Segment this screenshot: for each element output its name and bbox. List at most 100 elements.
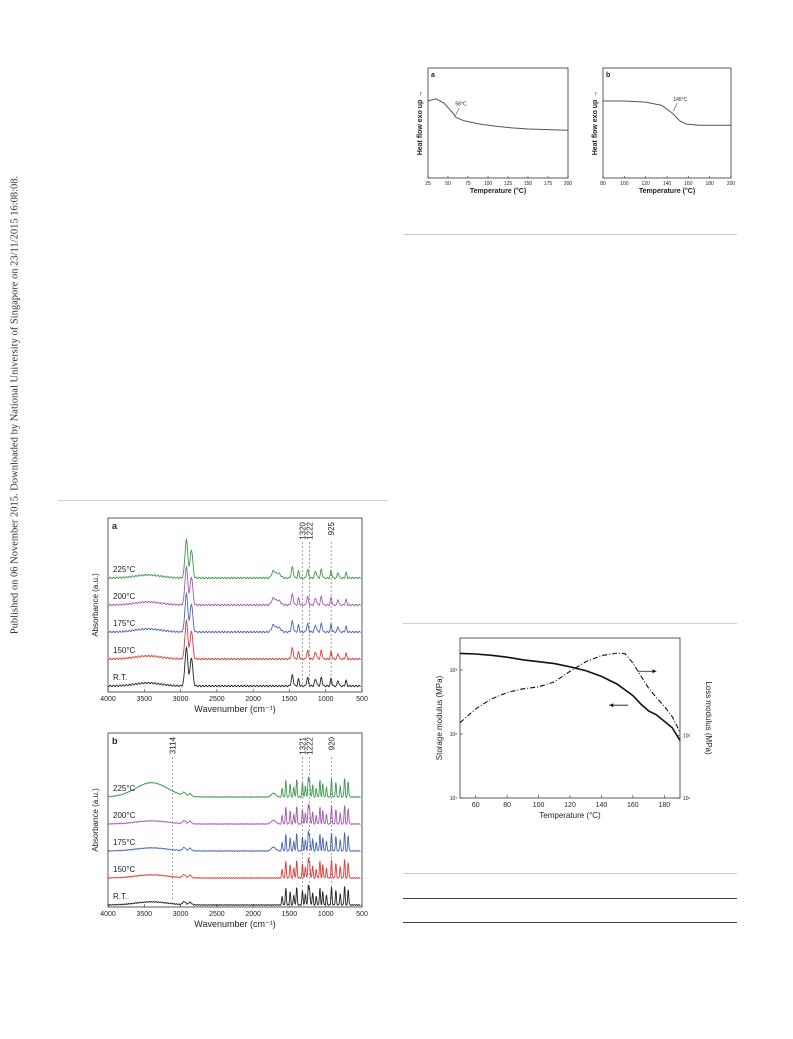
ftir-marker-label-b-2: 1222 [306,736,315,754]
ftir-xtick-label-b-7: 500 [356,911,368,918]
ftir-xtick-label-a-2: 3000 [173,696,189,703]
download-notice-sidebar: Published on 06 November 2015. Downloade… [0,0,30,1039]
ftir-xtick-label-b-4: 2000 [245,911,261,918]
ftir-marker-label-a-2: 925 [327,521,336,535]
ftir-frame-b [107,732,363,908]
ftir-xtick-label-b-5: 1500 [282,911,298,918]
dsc-curve-b [603,100,731,126]
dma-yleft-tick-label-0: 10¹ [450,796,458,802]
ftir-trace-label-a-2: 175°C [113,619,136,628]
dsc-figure: a 25 50 75 100 125 150 175 200 58°C Temperature (°… [417,67,736,195]
dma-storage-arrowhead [609,703,614,708]
dma-xlabel: Temperature (°C) [539,811,601,820]
dsc-xtick-label-a-5: 150 [524,181,533,187]
download-notice-text: Published on 06 November 2015. Downloade… [9,175,21,635]
dsc-annotation-a: 58°C [455,102,467,108]
rule-left-1 [58,500,388,501]
dma-yleft-tick-label-1: 10² [450,732,458,738]
dsc-panel-b: b 80 100 120 140 160 180 200 145°C Temperature (°… [592,67,736,195]
ftir-figure-b: b 4000 3500 3000 2500 2000 1500 1000 500 Wavenumb… [91,732,368,929]
dsc-xlabel-a: Temperature (°C) [470,187,526,195]
dsc-panel-a: a 25 50 75 100 125 150 175 200 58°C Temperature (°… [417,67,572,195]
dma-figure: 60 80 100 120 140 160 180 10¹ 10² 10³ 10¹ 10² Temper… [435,637,713,820]
ftir-marker-label-b-3: 920 [328,736,337,750]
ftir-trace-b-1 [108,803,361,825]
dsc-xtick-label-b-5: 180 [705,181,714,187]
dsc-panel-letter-b: b [606,72,610,79]
ftir-trace-b-2 [108,830,361,852]
ftir-xtick-label-b-2: 3000 [173,911,189,918]
dsc-xtick-label-b-0: 80 [600,181,606,187]
dsc-xtick-label-a-6: 175 [544,181,553,187]
ftir-ylabel-a: Absorbance (a.u.) [91,573,100,637]
ftir-trace-b-0 [108,776,361,798]
dma-frame [459,637,681,799]
ftir-xtick-label-a-0: 4000 [100,696,116,703]
ftir-xlabel-b: Wavenumber (cm⁻¹) [194,919,275,929]
ftir-xlabel-a: Wavenumber (cm⁻¹) [194,704,275,714]
ftir-marker-label-a-1: 1222 [306,521,315,539]
ftir-xtick-label-b-6: 1000 [318,911,334,918]
dma-xtick-label-0: 60 [472,802,480,809]
dma-xtick-label-4: 140 [596,802,608,809]
ftir-marker-label-b-1: 1321 [298,736,307,754]
dma-yleft-tick-label-2: 10³ [450,668,458,674]
dsc-xtick-label-a-4: 125 [504,181,513,187]
dma-ylabel-left: Storage modulus (MPa) [435,675,444,760]
rule-right-2 [403,623,737,624]
ftir-panel-letter-a: a [112,521,118,531]
ftir-marker-label-a-0: 1320 [298,521,307,539]
ftir-trace-a-2 [107,591,361,634]
dma-loss-curve [459,652,681,733]
ftir-figure-a: a 4000 3500 3000 2500 2000 1500 1000 500 Wavenumb… [91,517,368,714]
ftir-trace-label-b-1: 200°C [113,811,136,820]
rule-right-1 [403,234,737,235]
dsc-annotation-arrow-b [673,102,678,112]
ftir-ylabel-b: Absorbance (a.u.) [91,788,100,852]
dma-xtick-label-3: 120 [564,802,576,809]
dsc-xtick-label-b-1: 100 [620,181,629,187]
ftir-panel-letter-b: b [112,736,118,746]
ftir-xtick-label-a-3: 2500 [209,696,225,703]
dsc-xtick-label-a-3: 100 [484,181,493,187]
ftir-trace-a-4 [107,645,361,688]
ftir-marker-label-b-0: 3114 [168,736,177,754]
dsc-xtick-label-a-1: 50 [445,181,451,187]
ftir-trace-a-1 [107,564,361,607]
ftir-trace-b-3 [108,857,361,879]
dma-ylabel-right: Loss modulus (MPa) [704,681,713,755]
ftir-xtick-label-b-3: 2500 [209,911,225,918]
ftir-trace-a-0 [107,537,361,580]
dsc-xtick-label-b-3: 140 [663,181,672,187]
ftir-xtick-label-a-6: 1000 [318,696,334,703]
dsc-xtick-label-b-6: 200 [727,181,736,187]
ftir-trace-label-b-3: 150°C [113,865,136,874]
ftir-trace-label-b-2: 175°C [113,838,136,847]
ftir-trace-label-b-0: 225°C [113,784,136,793]
dma-loss-arrowhead [652,669,657,674]
dma-yright-tick-label-1: 10² [683,733,691,739]
dsc-annotation-arrow-a [455,107,460,116]
ftir-xtick-label-a-5: 1500 [282,696,298,703]
ftir-frame-a [107,517,363,693]
ftir-xtick-label-b-0: 4000 [100,911,116,918]
dsc-xtick-label-a-0: 25 [425,181,431,187]
ftir-trace-label-a-1: 200°C [113,592,136,601]
rule-right-3 [403,873,737,874]
ftir-trace-label-a-3: 150°C [113,646,136,655]
ftir-xtick-label-b-1: 3500 [136,911,152,918]
ftir-trace-label-b-4: R.T. [113,892,127,901]
dma-xtick-label-1: 80 [503,802,511,809]
dsc-xtick-label-b-2: 120 [641,181,650,187]
ftir-trace-b-4 [108,884,361,906]
dma-xtick-label-6: 180 [658,802,670,809]
table-top-rule [403,898,737,899]
dsc-xlabel-b: Temperature (°C) [639,187,695,195]
dma-xtick-label-2: 100 [533,802,545,809]
table-header-rule [403,922,737,923]
dsc-xtick-label-b-4: 160 [684,181,693,187]
dsc-xtick-label-a-2: 75 [465,181,471,187]
dsc-panel-letter-a: a [431,72,435,79]
ftir-xtick-label-a-7: 500 [356,696,368,703]
ftir-xtick-label-a-4: 2000 [245,696,261,703]
